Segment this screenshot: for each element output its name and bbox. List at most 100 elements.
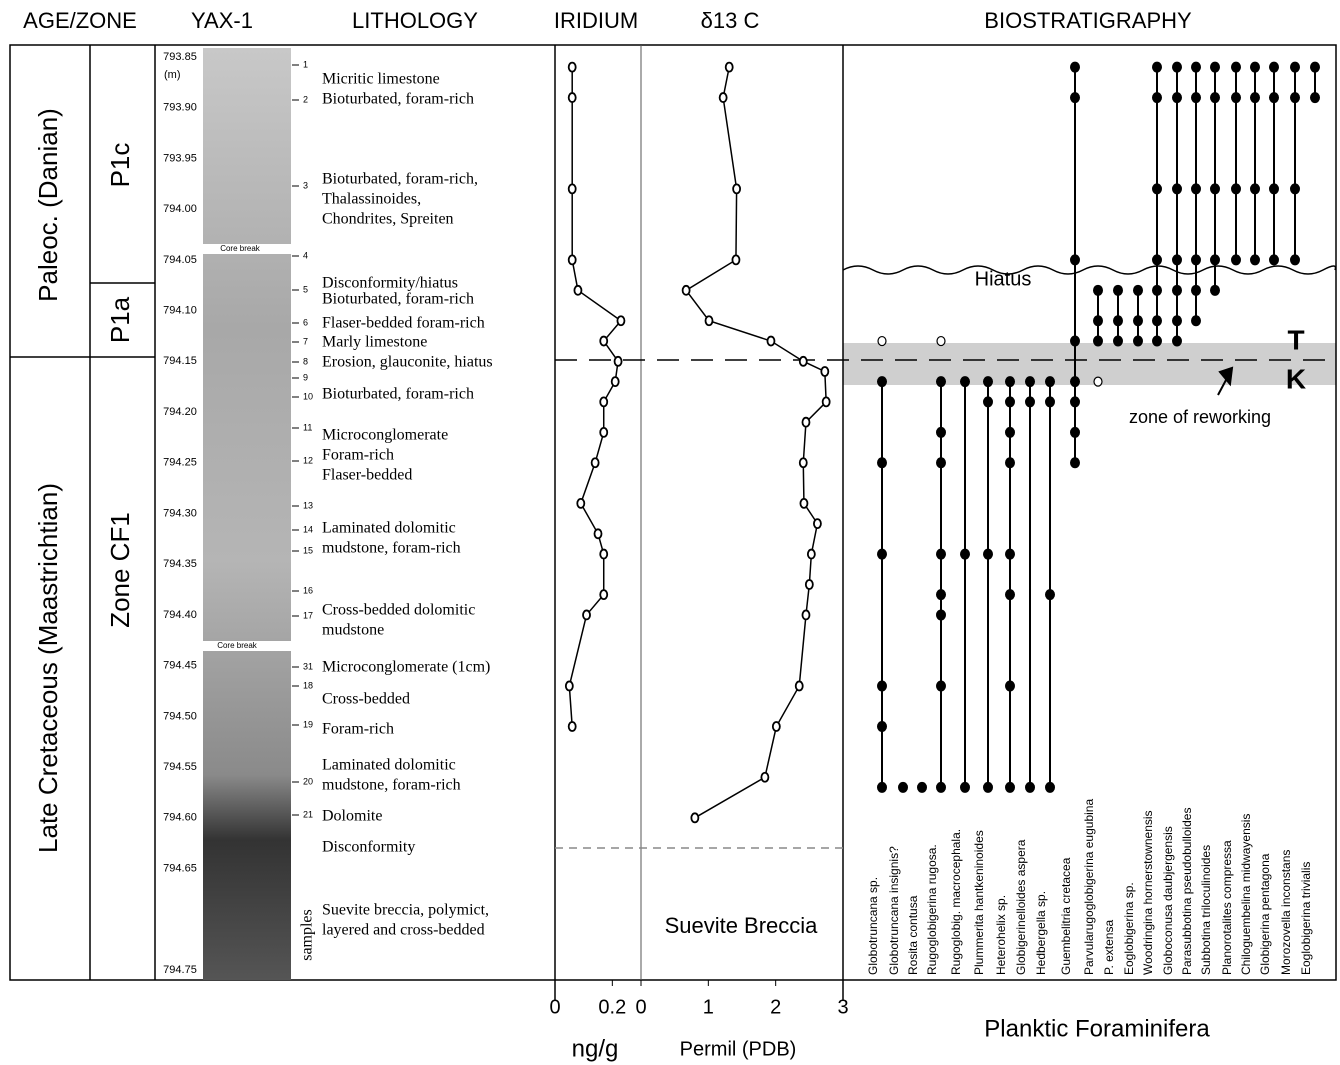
occurrence [936,457,946,469]
occurrence [1070,426,1080,438]
occurrence [1172,315,1182,327]
occurrence [1045,781,1055,793]
species-label: Rosita contusa [906,895,920,975]
y-tick-label: 794.60 [163,812,197,824]
x-tick-label: 1 [703,996,714,1018]
occurrence [1172,183,1182,195]
point [564,680,574,692]
occurrence [1005,589,1015,601]
occurrence [1025,396,1035,408]
lithology-text: Laminated dolomitic [322,757,456,774]
occurrence [960,548,970,560]
occurrence [1191,183,1201,195]
point [599,396,609,408]
point [681,284,691,296]
point [599,589,609,601]
occurrence [1172,61,1182,73]
occurrence [936,548,946,560]
point [732,183,742,195]
occurrence [936,376,946,388]
x-tick-label: 0 [549,996,560,1018]
species-label: Globoconusa daubjergensis [1161,826,1175,975]
sample-number: 20 [303,776,313,786]
species-label: Globigerinelloides aspera [1014,839,1028,975]
occurrence [1231,61,1241,73]
point [798,457,808,469]
occurrence [1093,335,1103,347]
occurrence [1152,284,1162,296]
occurrence [1191,61,1201,73]
reworked-occurrence [936,335,946,347]
species-label: Parasubbotina pseudobulloides [1180,808,1194,975]
y-tick-label: 794.10 [163,305,197,317]
point [794,680,804,692]
core-break [203,641,291,651]
occurrence [1025,376,1035,388]
occurrence [1152,315,1162,327]
sample-number: 31 [303,661,313,671]
point [599,335,609,347]
x-axis-label: ng/g [572,1035,619,1062]
occurrence [1005,457,1015,469]
occurrence [877,721,887,733]
occurrence [1172,92,1182,104]
lithology-text: Dolomite [322,808,382,825]
y-tick-label: 794.30 [163,507,197,519]
occurrence [1269,92,1279,104]
point [804,579,814,590]
sample-number: 10 [303,391,313,401]
occurrence [936,680,946,692]
zone-label: P1a [105,296,135,343]
header: BIOSTRATIGRAPHY [984,8,1192,33]
y-tick-label: 793.90 [163,102,197,114]
sample-number: 6 [303,317,308,327]
occurrence [1045,589,1055,601]
lithology-text: Bioturbated, foram-rich, [322,171,478,188]
point [801,609,811,621]
boundary-label: T [1287,324,1304,355]
occurrence [1269,183,1279,195]
sample-number: 17 [303,610,313,620]
x-tick-label: 0 [635,996,646,1018]
species-label: Globotruncana insignis? [887,846,901,975]
header: δ13 C [701,8,760,33]
occurrence [1070,376,1080,388]
occurrence [1070,396,1080,408]
zone-label: P1c [105,143,135,188]
occurrence [1113,315,1123,327]
occurrence [1172,335,1182,347]
point [610,376,620,388]
lithology-text: Cross-bedded dolomitic [322,602,475,619]
occurrence [1210,92,1220,104]
point [593,528,603,540]
occurrence [1290,92,1300,104]
sample-number: 4 [303,250,308,260]
occurrence [1093,284,1103,296]
occurrence [1210,183,1220,195]
occurrence [983,781,993,793]
occurrence [1250,61,1260,73]
sample-number: 16 [303,585,313,595]
sample-number: 9 [303,372,308,382]
occurrence [1290,254,1300,266]
header: YAX-1 [191,8,253,33]
occurrence [1005,548,1015,560]
occurrence [983,396,993,408]
lithology-text: Cross-bedded [322,691,410,708]
lithology-text: layered and cross-bedded [322,922,485,939]
species-label: Rugoglobigerina rugosa. [925,844,939,975]
occurrence [960,781,970,793]
lithology-text: Laminated dolomitic [322,520,456,537]
occurrence [1133,315,1143,327]
occurrence [1310,61,1320,73]
y-tick-label: 794.55 [163,761,197,773]
lithology-text: Foram-rich [322,721,394,738]
occurrence [1070,335,1080,347]
header: IRIDIUM [554,8,638,33]
point [771,721,781,732]
occurrence [1005,781,1015,793]
occurrence [1152,335,1162,347]
species-label: Globigerina pentagona [1258,853,1272,975]
occurrence [1005,680,1015,692]
lithology-text: Disconformity/hiatus [322,275,458,292]
